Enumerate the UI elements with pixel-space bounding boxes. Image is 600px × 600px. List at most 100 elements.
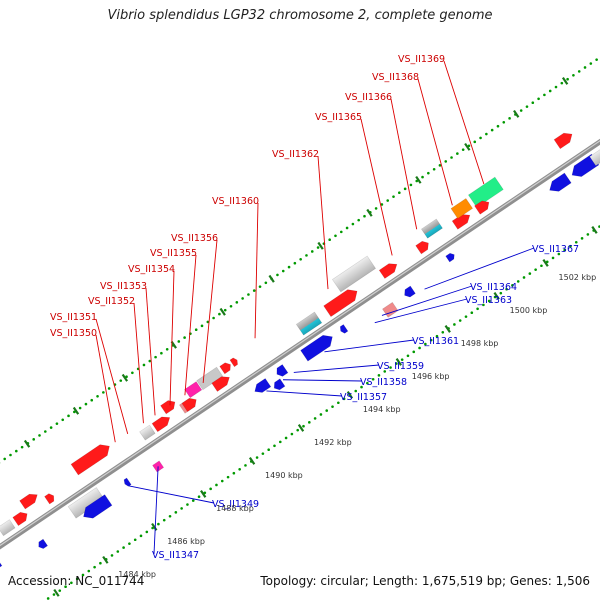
strand-dot bbox=[64, 585, 67, 589]
leader-line-top bbox=[95, 318, 129, 434]
strand-dot bbox=[3, 457, 6, 461]
backbone-highlight bbox=[0, 140, 600, 547]
leader-line-top bbox=[133, 302, 144, 424]
leader-line-bottom bbox=[266, 390, 343, 397]
tick-mark bbox=[121, 373, 129, 382]
strand-dot bbox=[502, 120, 506, 124]
strand-dot bbox=[403, 187, 407, 191]
leader-line-bottom bbox=[293, 364, 380, 373]
strand-dot bbox=[421, 175, 424, 179]
strand-dot bbox=[296, 428, 300, 432]
strand-dot bbox=[490, 128, 494, 132]
strand-dot bbox=[366, 381, 369, 385]
forward-gene bbox=[450, 198, 474, 219]
strand-dot bbox=[38, 434, 41, 437]
leader-line-top bbox=[443, 60, 485, 185]
leader-line-top bbox=[95, 334, 116, 443]
strand-dot bbox=[331, 405, 334, 408]
forward-gene bbox=[181, 397, 197, 413]
strand-dot bbox=[456, 152, 459, 155]
strand-dot bbox=[566, 77, 569, 81]
gene-label-top: VS_II1368 bbox=[372, 72, 419, 83]
forward-gene bbox=[553, 132, 573, 150]
strand-dot bbox=[258, 285, 262, 288]
strand-dot bbox=[232, 471, 236, 475]
strand-dot bbox=[470, 311, 474, 315]
forward-gene bbox=[19, 493, 38, 510]
strand-dot bbox=[14, 449, 18, 453]
strand-dot bbox=[96, 394, 99, 398]
strand-dot bbox=[511, 284, 514, 287]
strand-dot bbox=[563, 248, 566, 252]
strand-dot bbox=[427, 171, 430, 175]
strand-dot bbox=[174, 511, 178, 514]
strand-dot bbox=[206, 320, 210, 324]
reverse-gene-shape bbox=[339, 324, 349, 334]
forward-gene-shape bbox=[196, 366, 224, 391]
leader-line-top bbox=[184, 254, 197, 396]
forward-gene bbox=[415, 240, 429, 255]
strand-dot bbox=[377, 374, 381, 377]
forward-gene-shape bbox=[229, 357, 238, 368]
strand-dot bbox=[273, 444, 276, 448]
strand-dot bbox=[119, 379, 123, 382]
reverse-gene-shape bbox=[273, 378, 286, 391]
gene-label-top: VS_II1360 bbox=[212, 196, 259, 207]
gene-label-top: VS_II1353 bbox=[100, 281, 147, 292]
reverse-gene-shape bbox=[254, 378, 272, 393]
tick-mark bbox=[444, 324, 451, 333]
strand-dot bbox=[168, 514, 172, 518]
strand-dot bbox=[339, 230, 343, 234]
gene-label-top: VS_II1350 bbox=[50, 328, 97, 339]
strand-dot bbox=[55, 422, 59, 425]
strand-dot bbox=[220, 479, 224, 483]
strand-dot bbox=[444, 160, 448, 163]
leader-line-bottom bbox=[282, 379, 363, 382]
forward-gene-shape bbox=[151, 416, 171, 433]
strand-dot bbox=[67, 414, 70, 418]
strand-dot bbox=[389, 366, 392, 369]
strand-dot bbox=[102, 391, 105, 394]
strand-dot bbox=[479, 136, 482, 140]
forward-gene-shape bbox=[219, 362, 231, 375]
reverse-gene bbox=[276, 364, 289, 377]
strand-dot bbox=[267, 448, 270, 452]
leader-line-top bbox=[254, 202, 259, 339]
leader-line-top bbox=[169, 270, 175, 406]
leader-line-top bbox=[390, 98, 418, 230]
reverse-gene-shape bbox=[0, 556, 3, 570]
strand-dot bbox=[395, 362, 398, 365]
strand-dot bbox=[191, 499, 195, 502]
strand-dot bbox=[186, 503, 189, 506]
tick-mark bbox=[297, 423, 305, 432]
strand-dot bbox=[548, 89, 552, 93]
reverse-gene bbox=[404, 285, 416, 298]
leader-line-bottom bbox=[153, 466, 159, 555]
strand-dot bbox=[90, 398, 94, 402]
strand-dot bbox=[577, 70, 581, 73]
forward-gene-shape bbox=[415, 240, 429, 255]
strand-dot bbox=[461, 148, 465, 151]
strand-dot bbox=[432, 167, 436, 171]
backbone-line bbox=[0, 138, 600, 550]
reverse-gene-shape bbox=[38, 538, 49, 550]
forward-gene bbox=[378, 263, 398, 279]
forward-gene bbox=[196, 366, 224, 391]
strand-dot bbox=[183, 336, 186, 339]
tick-label: 1488 kbp bbox=[216, 504, 254, 513]
forward-gene-shape bbox=[19, 493, 38, 510]
strand-dot bbox=[290, 432, 294, 436]
reverse-gene-shape bbox=[300, 334, 333, 362]
strand-dot bbox=[84, 402, 88, 406]
strand-dot bbox=[482, 303, 485, 307]
forward-gene bbox=[323, 289, 358, 318]
tick-label: 1502 kbp bbox=[559, 273, 597, 282]
strand-dot bbox=[107, 387, 111, 390]
strand-dot bbox=[392, 195, 395, 198]
strand-dot bbox=[380, 203, 384, 206]
forward-gene bbox=[474, 200, 490, 215]
strand-dot bbox=[61, 418, 65, 422]
tick-label: 1486 kbp bbox=[167, 537, 205, 546]
leader-line-bottom bbox=[324, 339, 415, 353]
strand-dot bbox=[278, 440, 282, 444]
